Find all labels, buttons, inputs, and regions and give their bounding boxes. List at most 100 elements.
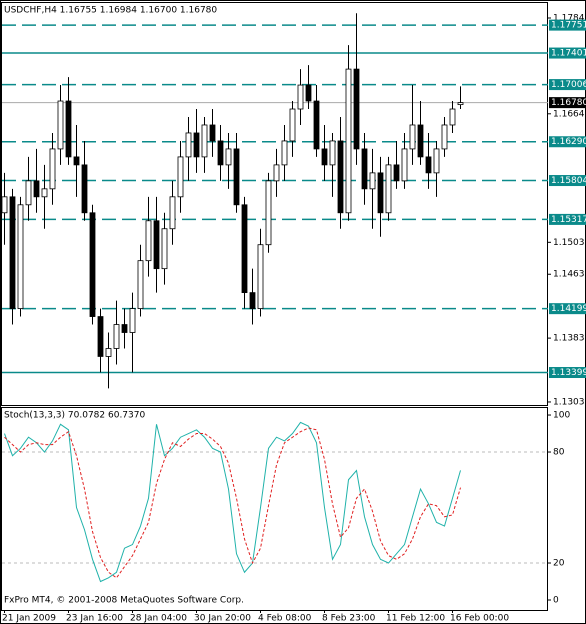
candle-body xyxy=(369,172,376,190)
candle-body xyxy=(129,308,136,333)
candle-body xyxy=(105,348,112,357)
y-tick-label: 80 xyxy=(553,448,565,458)
candle-body xyxy=(153,220,160,270)
level-label-box xyxy=(549,367,586,379)
y-tick-label: 1.16640 xyxy=(553,109,586,119)
candle-body xyxy=(313,100,320,150)
candle-body xyxy=(169,196,176,230)
chart-title: USDCHF,H4 1.16755 1.16984 1.16700 1.1678… xyxy=(4,6,217,16)
y-tick-label: 1.13030 xyxy=(553,397,586,407)
level-label-box xyxy=(549,213,586,225)
candle-body xyxy=(241,204,248,294)
level-label-box xyxy=(549,79,586,91)
candle-body xyxy=(97,316,104,357)
candle-body xyxy=(217,140,224,166)
candle-body xyxy=(9,196,16,309)
candle-body xyxy=(33,180,40,198)
candle-body xyxy=(329,140,336,166)
candle-body xyxy=(57,100,64,150)
candle-body xyxy=(89,212,96,317)
candle-body xyxy=(401,148,408,182)
candle-body xyxy=(257,244,264,309)
candle-body xyxy=(265,180,272,246)
candle-body xyxy=(49,148,56,190)
candle-body xyxy=(209,124,216,142)
stoch-panel xyxy=(1,407,548,611)
level-label: 1.17006 xyxy=(551,80,586,90)
candle-body xyxy=(137,260,144,309)
y-tick-label: 1.13830 xyxy=(553,334,586,344)
candle-body xyxy=(353,68,360,150)
candle-body xyxy=(433,148,440,174)
y-tick-label: 1.17840 xyxy=(553,14,586,24)
bid-label: 1.16780 xyxy=(551,98,586,108)
y-tick-label: 100 xyxy=(553,411,570,421)
candle-body xyxy=(281,140,288,166)
x-tick-label: 23 Jan 16:00 xyxy=(66,614,123,624)
candle-body xyxy=(449,108,456,126)
candle-body xyxy=(185,132,192,158)
candle-body xyxy=(249,292,256,309)
x-tick-label: 28 Jan 04:00 xyxy=(130,614,187,624)
candle-body xyxy=(321,148,328,166)
candle-body xyxy=(361,148,368,190)
x-tick-label: 16 Feb 00:00 xyxy=(450,614,509,624)
footer: FxPro MT4, © 2001-2008 MetaQuotes Softwa… xyxy=(4,596,244,606)
candle-body xyxy=(233,148,240,206)
candle-body xyxy=(393,164,400,182)
candle-body xyxy=(409,124,416,150)
candle-body xyxy=(273,164,280,182)
level-label-box xyxy=(549,47,586,59)
main-panel xyxy=(1,2,548,406)
y-tick-label: 1.15030 xyxy=(553,238,586,248)
bid-label-box xyxy=(549,97,586,109)
candle-body xyxy=(81,164,88,214)
candle-body xyxy=(289,108,296,142)
candle-body xyxy=(377,172,384,214)
stoch-line xyxy=(4,427,461,579)
candle-body xyxy=(17,204,24,309)
level-label-box xyxy=(549,19,586,31)
stoch-line xyxy=(4,421,461,583)
candle-body xyxy=(121,324,128,333)
candle-body xyxy=(65,100,72,158)
level-label-box xyxy=(549,136,586,148)
candle-body xyxy=(417,124,424,158)
level-label: 1.15804 xyxy=(551,176,586,186)
candle-body xyxy=(305,84,312,102)
level-label-box xyxy=(549,303,586,315)
y-tick-label: 20 xyxy=(553,559,565,569)
candle-body xyxy=(161,228,168,270)
y-tick-label: 0 xyxy=(553,596,559,606)
y-tick-label: 1.14630 xyxy=(553,270,586,280)
candle-body xyxy=(225,148,232,166)
candle-body xyxy=(385,164,392,214)
x-tick-label: 4 Feb 08:00 xyxy=(258,614,312,624)
x-tick-label: 8 Feb 23:00 xyxy=(322,614,376,624)
candle-body xyxy=(441,124,448,150)
candle-body xyxy=(1,196,8,214)
x-tick-label: 30 Jan 20:00 xyxy=(194,614,251,624)
plot-layer xyxy=(1,13,548,583)
candle-body xyxy=(193,132,200,158)
candle-body xyxy=(41,188,48,198)
level-label: 1.14199 xyxy=(551,304,586,314)
level-label-box xyxy=(549,175,586,187)
x-tick-label: 21 Jan 2009 xyxy=(2,614,56,624)
level-label: 1.17751 xyxy=(551,21,586,31)
indicator-title: Stoch(13,3,3) 70.0782 60.7370 xyxy=(4,411,145,421)
candle-body xyxy=(73,156,80,166)
level-label: 1.15317 xyxy=(551,215,586,225)
candle-body xyxy=(113,324,120,349)
candle-body xyxy=(337,140,344,214)
candle-body xyxy=(457,102,464,106)
level-label: 1.13399 xyxy=(551,368,586,378)
candle-body xyxy=(177,156,184,198)
candle-body xyxy=(425,156,432,174)
candle-body xyxy=(201,124,208,158)
candle-body xyxy=(297,84,304,110)
level-label: 1.16290 xyxy=(551,137,586,147)
level-label: 1.17401 xyxy=(551,49,586,59)
